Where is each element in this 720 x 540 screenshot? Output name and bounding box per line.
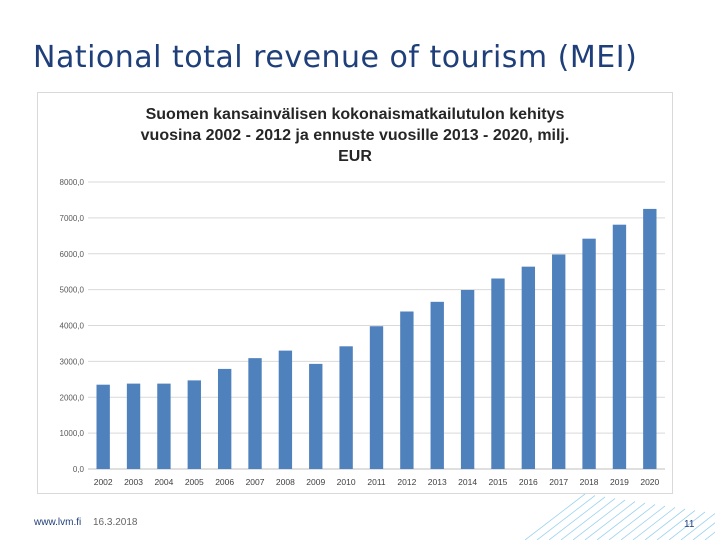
decoration-line bbox=[668, 511, 706, 540]
bar-2005 bbox=[187, 380, 201, 469]
decoration-line bbox=[680, 513, 715, 540]
footer-url: www.lvm.fi bbox=[34, 517, 82, 528]
y-tick-label: 4000,0 bbox=[60, 322, 85, 331]
y-tick-label: 8000,0 bbox=[60, 178, 85, 187]
bar-2016 bbox=[521, 266, 536, 469]
bar-2019 bbox=[612, 224, 627, 469]
x-tick-label: 2009 bbox=[306, 477, 325, 487]
x-tick-label: 2004 bbox=[154, 477, 173, 487]
bar-2010 bbox=[339, 346, 353, 469]
decoration-line bbox=[560, 498, 616, 540]
x-tick-label: 2018 bbox=[580, 477, 599, 487]
chart-title-line-2: vuosina 2002 - 2012 ja ennuste vuosille … bbox=[140, 127, 570, 144]
x-tick-label: 2006 bbox=[215, 477, 234, 487]
decoration-line bbox=[608, 504, 656, 540]
y-tick-label: 5000,0 bbox=[60, 286, 85, 295]
chart-title-line-3: EUR bbox=[338, 148, 372, 165]
decoration-line bbox=[572, 499, 626, 540]
bar-2012 bbox=[400, 311, 414, 469]
bar-2017 bbox=[552, 254, 566, 469]
decoration-line bbox=[596, 502, 646, 540]
chart-title-line-1: Suomen kansainvälisen kokonaismatkailutu… bbox=[145, 106, 565, 123]
x-tick-label: 2005 bbox=[185, 477, 204, 487]
bar-2014 bbox=[460, 289, 475, 469]
decoration-line bbox=[584, 501, 636, 540]
x-tick-label: 2014 bbox=[458, 477, 477, 487]
bar-2008 bbox=[278, 350, 293, 469]
bar-2020 bbox=[643, 208, 657, 469]
y-tick-label: 3000,0 bbox=[60, 357, 85, 366]
decoration-line bbox=[620, 505, 666, 540]
bar-2009 bbox=[309, 363, 323, 469]
bar-2002 bbox=[96, 384, 110, 469]
decoration-line bbox=[692, 522, 715, 540]
x-tick-label: 2011 bbox=[367, 477, 386, 487]
x-tick-label: 2017 bbox=[549, 477, 568, 487]
x-tick-label: 2020 bbox=[640, 477, 659, 487]
bar-2006 bbox=[217, 368, 232, 469]
x-tick-label: 2003 bbox=[124, 477, 143, 487]
bar-2004 bbox=[157, 383, 171, 469]
revenue-bar-chart: 0,0 1000,0 2000,0 3000,0 4000,0 5000,0 6000,0 7… bbox=[60, 178, 665, 487]
decoration-line bbox=[632, 507, 676, 540]
y-tick-label: 7000,0 bbox=[60, 214, 85, 223]
x-tick-label: 2015 bbox=[489, 477, 508, 487]
y-tick-label: 1000,0 bbox=[60, 429, 85, 438]
chart-frame: 0,0 1000,0 2000,0 3000,0 4000,0 5000,0 6000,0 7… bbox=[37, 92, 673, 494]
decoration-line bbox=[644, 508, 686, 540]
y-tick-label: 6000,0 bbox=[60, 250, 85, 259]
x-tick-label: 2013 bbox=[428, 477, 447, 487]
y-tick-label: 2000,0 bbox=[60, 393, 85, 402]
page-number: 11 bbox=[684, 519, 695, 530]
x-tick-label: 2002 bbox=[94, 477, 113, 487]
x-tick-label: 2019 bbox=[610, 477, 629, 487]
x-tick-label: 2007 bbox=[246, 477, 265, 487]
slide-title: National total revenue of tourism (MEI) bbox=[33, 40, 638, 75]
x-tick-label: 2012 bbox=[397, 477, 416, 487]
x-tick-label: 2010 bbox=[337, 477, 356, 487]
bar-2018 bbox=[582, 238, 596, 469]
x-tick-label: 2016 bbox=[519, 477, 538, 487]
footer-wave-decoration bbox=[524, 493, 715, 540]
footer-date: 16.3.2018 bbox=[93, 517, 138, 528]
bar-2015 bbox=[491, 278, 505, 469]
y-tick-label: 0,0 bbox=[73, 465, 85, 474]
decoration-line bbox=[704, 531, 715, 540]
x-tick-label: 2008 bbox=[276, 477, 295, 487]
bar-2003 bbox=[126, 383, 141, 469]
decoration-line bbox=[656, 510, 696, 540]
decoration-line bbox=[548, 496, 606, 540]
bar-2013 bbox=[430, 301, 444, 469]
decoration-line bbox=[536, 495, 596, 540]
bar-2007 bbox=[248, 358, 262, 469]
bar-2011 bbox=[369, 326, 384, 469]
decoration-line bbox=[524, 493, 586, 540]
